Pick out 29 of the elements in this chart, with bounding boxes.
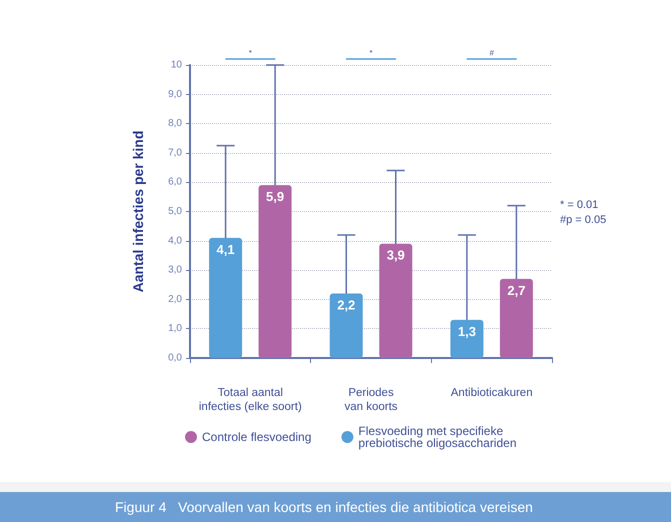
x-tick-label: Periodes van koorts	[344, 387, 398, 413]
text: *	[369, 48, 373, 58]
y-tick-label: 1,0	[168, 323, 182, 334]
y-tick-label: 5,0	[168, 206, 182, 217]
legend-label: Flesvoeding met specifieke prebiotische oligosacchariden	[358, 424, 517, 450]
text: 5,9	[266, 189, 284, 204]
y-tick-label: 0,0	[168, 352, 182, 364]
y-tick-label: 8,0	[168, 118, 182, 130]
x-tick-label: Antibioticakuren	[450, 387, 533, 399]
y-tick-label: 10	[170, 60, 182, 70]
y-tick-label: 6,0	[168, 176, 182, 188]
text: 3,9	[386, 248, 405, 263]
y-tick-label: 3,0	[168, 264, 182, 276]
y-tick-label: 9,0	[168, 88, 182, 100]
text: * = 0.01	[560, 199, 598, 211]
y-tick-label: 2,0	[168, 294, 182, 305]
legend-label: Controle flesvoeding	[202, 430, 312, 444]
x-tick-label: Totaal aantal infecties (elke soort)	[198, 387, 302, 413]
text: 2,2	[337, 298, 356, 313]
y-tick-label: 7,0	[168, 147, 182, 158]
text: 1,3	[458, 324, 476, 339]
text: 2,7	[507, 282, 526, 298]
text: 4,1	[216, 242, 235, 257]
text: *	[248, 48, 252, 58]
text: Figuur 4 Voorvallen van koorts en infecties die antibiotica vereisen	[0, 492, 671, 522]
y-tick-label: 4,0	[168, 235, 182, 246]
text: #	[489, 48, 494, 58]
text: #p = 0.05	[560, 214, 606, 226]
y-axis-title: Aantal infecties per kind	[130, 130, 146, 292]
